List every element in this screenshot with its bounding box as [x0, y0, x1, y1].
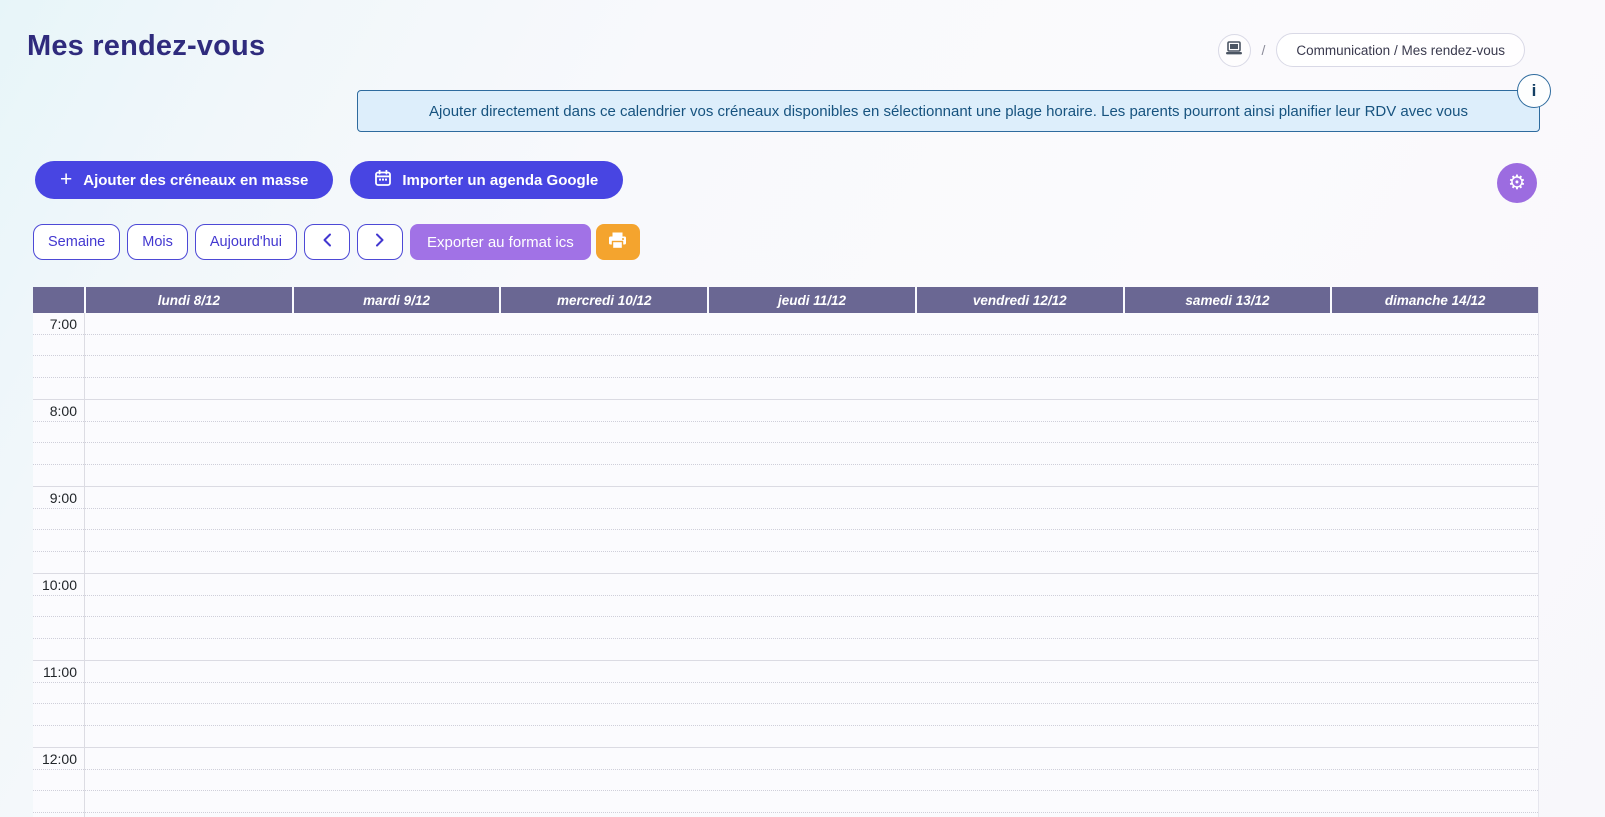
- calendar-grid-body[interactable]: 7:00 8:00 9:00 10:00 11:00 12:00: [33, 313, 1538, 817]
- hour-label: 9:00: [49, 490, 77, 506]
- time-slot[interactable]: [33, 530, 1538, 552]
- calendar: lundi 8/12 mardi 9/12 mercredi 10/12 jeudi …: [33, 287, 1539, 817]
- hour-label: 8:00: [49, 403, 77, 419]
- calendar-toolbar: Semaine Mois Aujourd'hui Exporter au for…: [33, 224, 640, 260]
- time-slot[interactable]: [33, 617, 1538, 639]
- actions-row: + Ajouter des créneaux en masse Importer…: [35, 161, 624, 199]
- time-slot[interactable]: [33, 639, 1538, 661]
- printer-icon: [608, 232, 627, 252]
- calendar-hour-row[interactable]: 11:00: [33, 661, 1538, 748]
- time-slot[interactable]: [33, 443, 1538, 465]
- time-slot[interactable]: [33, 487, 1538, 509]
- day-header-cell: mercredi 10/12: [499, 287, 708, 313]
- view-week-button[interactable]: Semaine: [33, 224, 121, 260]
- time-slot[interactable]: [33, 400, 1538, 422]
- next-week-button[interactable]: [356, 224, 403, 260]
- calendar-hour-row[interactable]: 12:00: [33, 748, 1538, 817]
- breadcrumb-separator: /: [1261, 42, 1266, 58]
- time-slot[interactable]: [33, 791, 1538, 813]
- calendar-hour-row[interactable]: 8:00: [33, 400, 1538, 487]
- hour-label: 11:00: [43, 664, 77, 680]
- time-slot[interactable]: [33, 552, 1538, 574]
- add-bulk-slots-button[interactable]: + Ajouter des créneaux en masse: [35, 161, 334, 199]
- time-slot[interactable]: [33, 683, 1538, 704]
- calendar-hour-row[interactable]: 7:00: [33, 313, 1538, 400]
- day-header-cell: vendredi 12/12: [914, 287, 1123, 313]
- time-slot[interactable]: [33, 596, 1538, 617]
- gear-icon: ⚙: [1508, 172, 1526, 194]
- print-button[interactable]: [595, 224, 640, 260]
- today-button[interactable]: Aujourd'hui: [194, 224, 297, 260]
- day-header-cell: samedi 13/12: [1122, 287, 1331, 313]
- time-slot[interactable]: [33, 813, 1538, 817]
- info-icon[interactable]: i: [1517, 74, 1551, 108]
- settings-button[interactable]: ⚙: [1497, 163, 1537, 203]
- device-view-button[interactable]: [1217, 33, 1251, 67]
- chevron-left-icon: [322, 233, 332, 251]
- time-slot[interactable]: [33, 704, 1538, 726]
- plus-icon: +: [60, 167, 73, 191]
- breadcrumb-pill[interactable]: Communication / Mes rendez-vous: [1276, 33, 1525, 67]
- hour-label: 10:00: [41, 577, 77, 593]
- calendar-hour-row[interactable]: 10:00: [33, 574, 1538, 661]
- calendar-header-row: lundi 8/12 mardi 9/12 mercredi 10/12 jeudi …: [33, 287, 1539, 313]
- time-gutter-divider: [84, 313, 85, 817]
- prev-week-button[interactable]: [303, 224, 350, 260]
- breadcrumb-label: Communication / Mes rendez-vous: [1296, 42, 1505, 58]
- time-slot[interactable]: [33, 313, 1538, 335]
- time-slot[interactable]: [33, 378, 1538, 400]
- time-slot[interactable]: [33, 574, 1538, 596]
- info-banner-text: Ajouter directement dans ce calendrier v…: [429, 102, 1468, 120]
- calendar-hour-row[interactable]: 9:00: [33, 487, 1538, 574]
- calendar-icon: [375, 169, 392, 190]
- chevron-right-icon: [375, 233, 385, 251]
- export-ics-button[interactable]: Exporter au format ics: [409, 224, 591, 260]
- day-header-cell: lundi 8/12: [84, 287, 292, 313]
- view-month-button[interactable]: Mois: [127, 224, 188, 260]
- day-header-cell: dimanche 14/12: [1330, 287, 1539, 313]
- page-title: Mes rendez-vous: [27, 30, 266, 62]
- calendar-header-gutter: [33, 287, 84, 313]
- hour-label: 7:00: [49, 316, 77, 332]
- breadcrumb: / Communication / Mes rendez-vous: [1217, 33, 1525, 67]
- time-slot[interactable]: [33, 356, 1538, 378]
- time-slot[interactable]: [33, 726, 1538, 748]
- time-slot[interactable]: [33, 748, 1538, 770]
- info-banner: Ajouter directement dans ce calendrier v…: [357, 90, 1540, 132]
- laptop-icon: [1225, 41, 1243, 59]
- day-header-cell: mardi 9/12: [291, 287, 500, 313]
- time-slot[interactable]: [33, 465, 1538, 487]
- time-slot[interactable]: [33, 509, 1538, 530]
- time-slot[interactable]: [33, 335, 1538, 356]
- time-slot[interactable]: [33, 661, 1538, 683]
- hour-label: 12:00: [41, 751, 77, 767]
- time-slot[interactable]: [33, 770, 1538, 791]
- time-slot[interactable]: [33, 422, 1538, 443]
- import-google-agenda-button[interactable]: Importer un agenda Google: [350, 161, 624, 199]
- day-header-cell: jeudi 11/12: [707, 287, 915, 313]
